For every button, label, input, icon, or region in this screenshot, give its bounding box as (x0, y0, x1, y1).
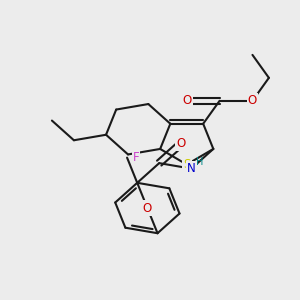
Text: F: F (132, 151, 139, 164)
Text: O: O (143, 202, 152, 214)
Text: O: O (248, 94, 257, 107)
Text: H: H (196, 157, 203, 167)
Text: O: O (177, 137, 186, 150)
Text: O: O (182, 94, 191, 107)
Text: N: N (187, 162, 196, 175)
Text: S: S (183, 158, 190, 171)
